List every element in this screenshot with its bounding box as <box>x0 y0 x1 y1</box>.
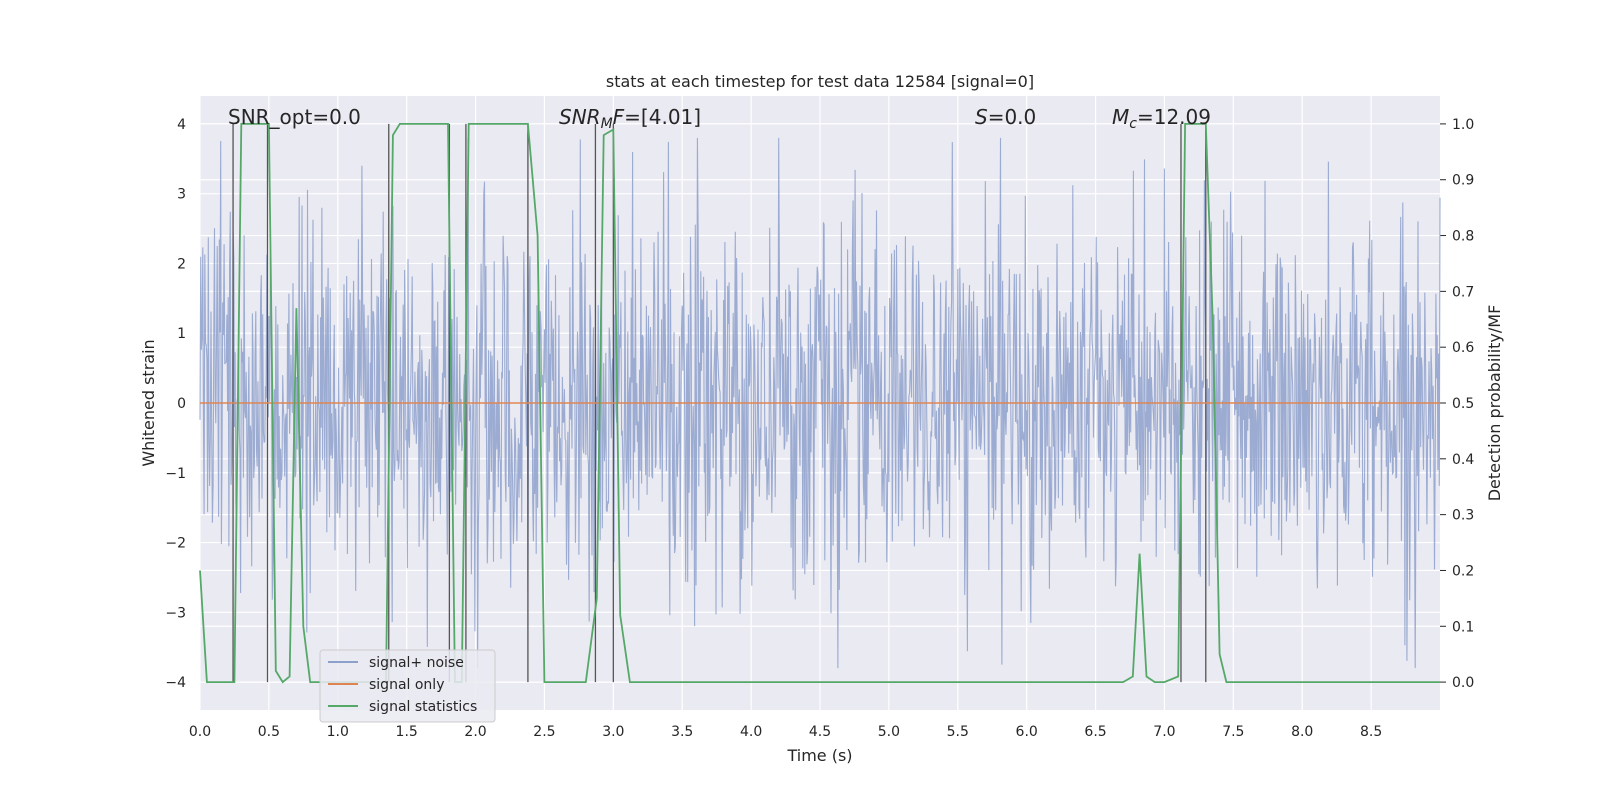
right-y-tick-label: 0.5 <box>1452 396 1474 412</box>
x-tick-label: 2.5 <box>533 724 555 740</box>
y-tick-label: 0 <box>177 396 186 412</box>
legend-label-signal: signal only <box>369 677 444 693</box>
legend: signal+ noise signal only signal statist… <box>319 649 496 723</box>
x-tick-label: 2.0 <box>464 724 486 740</box>
x-tick-label: 6.0 <box>1016 724 1038 740</box>
x-tick-label: 1.5 <box>396 724 418 740</box>
annotation-mc: Mc=12.09 <box>1112 105 1211 132</box>
annotation-s: S=0.0 <box>975 105 1036 129</box>
right-y-tick-label: 0.6 <box>1452 340 1474 356</box>
y-tick-label: 3 <box>177 187 186 203</box>
right-y-tick-label: 0.2 <box>1452 563 1474 579</box>
signal-noise-series <box>199 137 1441 669</box>
chart-title: stats at each timestep for test data 125… <box>606 72 1034 91</box>
x-tick-label: 5.5 <box>947 724 969 740</box>
x-tick-label: 0.5 <box>258 724 280 740</box>
right-y-tick-label: 1.0 <box>1452 117 1474 133</box>
x-tick-label: 3.5 <box>671 724 693 740</box>
y-axis-label: Whitened strain <box>139 339 158 466</box>
right-y-tick-label: 0.1 <box>1452 619 1474 635</box>
y-tick-label: −4 <box>165 675 186 691</box>
x-tick-label: 5.0 <box>878 724 900 740</box>
y-tick-label: 4 <box>177 117 186 133</box>
y-tick-label: 2 <box>177 256 186 272</box>
right-y-tick-label: 0.8 <box>1452 229 1474 245</box>
x-tick-label: 3.0 <box>602 724 624 740</box>
y-tick-label: −2 <box>165 536 186 552</box>
x-tick-label: 7.0 <box>1153 724 1175 740</box>
x-tick-label: 6.5 <box>1084 724 1106 740</box>
right-y-tick-label: 0.3 <box>1452 508 1474 524</box>
right-y-tick-labels: 0.0 0.1 0.2 0.3 0.4 0.5 0.6 0.7 0.8 0.9 1.0 <box>1452 117 1474 691</box>
x-axis-label: Time (s) <box>786 746 852 765</box>
y-tick-label: −1 <box>165 466 186 482</box>
right-y-axis-label: Detection probability/MF <box>1485 305 1504 502</box>
y-tick-label: −3 <box>165 605 186 621</box>
signal-noise-line <box>199 137 1441 669</box>
x-tick-label: 4.5 <box>809 724 831 740</box>
x-tick-label: 7.5 <box>1222 724 1244 740</box>
x-tick-label: 4.0 <box>740 724 762 740</box>
right-y-tick-label: 0.7 <box>1452 284 1474 300</box>
right-y-tick-label: 0.9 <box>1452 173 1474 189</box>
right-y-tick-label: 0.0 <box>1452 675 1474 691</box>
legend-label-noise: signal+ noise <box>369 655 464 671</box>
y-tick-label: 1 <box>177 326 186 342</box>
right-y-tick-label: 0.4 <box>1452 452 1474 468</box>
annotation-snr-opt: SNR_opt=0.0 <box>228 105 361 129</box>
x-tick-label: 8.0 <box>1291 724 1313 740</box>
x-tick-label: 0.0 <box>189 724 211 740</box>
annotation-snr-mf: SNRMF=[4.01] <box>559 105 701 132</box>
y-tick-labels: −4 −3 −2 −1 0 1 2 3 4 <box>165 117 186 691</box>
x-tick-label: 8.5 <box>1360 724 1382 740</box>
legend-box <box>319 649 496 723</box>
signal-statistics-line <box>199 123 1440 684</box>
legend-label-statistics: signal statistics <box>369 699 477 715</box>
x-tick-label: 1.0 <box>327 724 349 740</box>
x-tick-labels: 0.0 0.5 1.0 1.5 2.0 2.5 3.0 3.5 4.0 4.5 5.0 5.5 6.0 6… <box>189 724 1382 740</box>
